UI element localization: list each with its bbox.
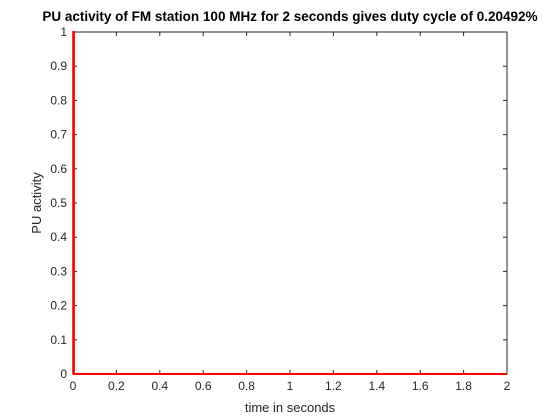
x-tick-label: 1.8	[455, 379, 472, 393]
y-tick-label: 1	[60, 25, 67, 39]
x-axis-label: time in seconds	[245, 400, 336, 415]
x-tick-label: 0.8	[238, 379, 255, 393]
y-tick-label: 0.6	[50, 162, 67, 176]
x-tick-label: 0	[70, 379, 77, 393]
x-tick-label: 0.6	[195, 379, 212, 393]
y-tick-label: 0.8	[50, 93, 67, 107]
y-tick-label: 0	[60, 367, 67, 381]
chart-title: PU activity of FM station 100 MHz for 2 …	[42, 9, 537, 24]
x-tick-label: 1.6	[412, 379, 429, 393]
x-tick-label: 1	[287, 379, 294, 393]
x-tick-label: 0.2	[108, 379, 125, 393]
x-tick-label: 1.2	[325, 379, 342, 393]
y-axis-label: PU activity	[29, 172, 44, 234]
x-tick-label: 0.4	[151, 379, 168, 393]
y-tick-label: 0.5	[50, 196, 67, 210]
y-tick-label: 0.1	[50, 333, 67, 347]
pu-activity-line	[72, 31, 507, 375]
y-tick-label: 0.2	[50, 299, 67, 313]
y-tick-label: 0.9	[50, 59, 67, 73]
axes-box	[72, 31, 508, 375]
x-tick-label: 1.4	[368, 379, 385, 393]
plot-area: 0 0.2 0.4 0.6 0.8 1 1.2 1.4 1.6 1.8 2 0 0.1 0.2 0.3 0.4…	[50, 25, 510, 393]
x-tick-label: 2	[504, 379, 511, 393]
y-tick-label: 0.7	[50, 128, 67, 142]
y-tick-label: 0.4	[50, 230, 67, 244]
y-tick-label: 0.3	[50, 264, 67, 278]
